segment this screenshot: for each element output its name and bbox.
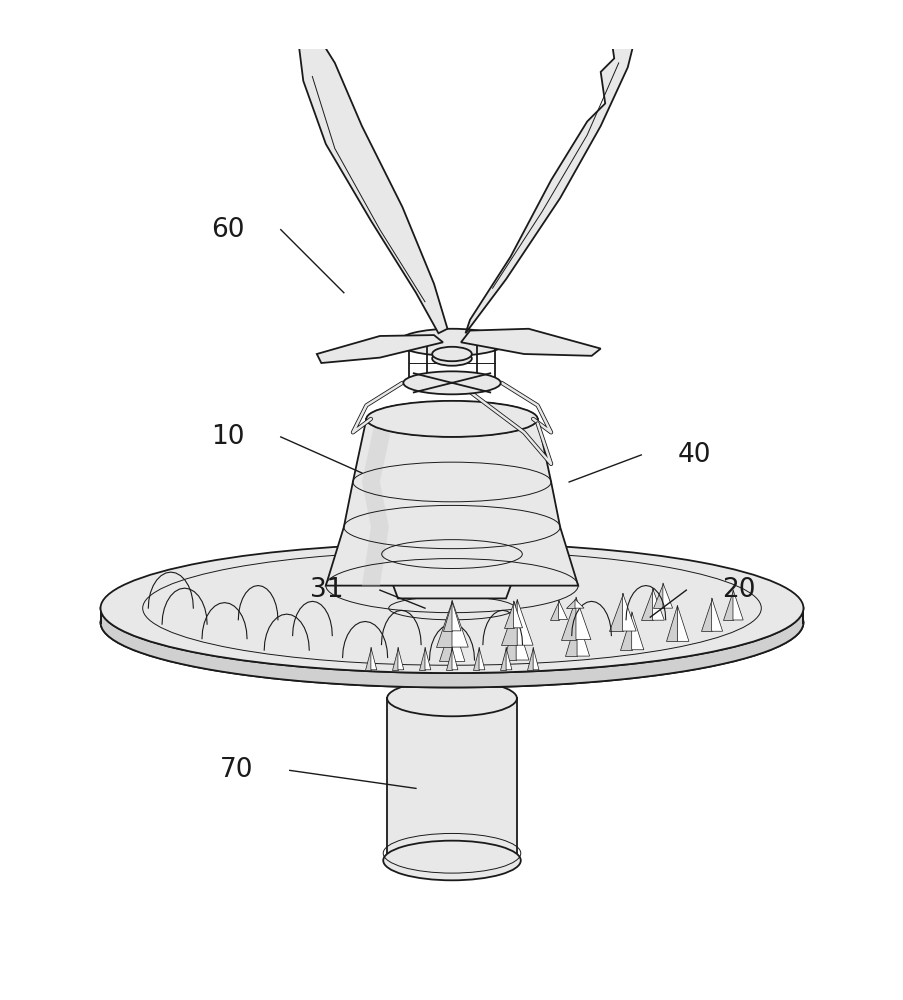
- Polygon shape: [576, 616, 589, 656]
- Polygon shape: [472, 647, 479, 670]
- Polygon shape: [100, 608, 803, 687]
- Ellipse shape: [100, 558, 803, 687]
- Polygon shape: [662, 583, 672, 608]
- Ellipse shape: [383, 841, 520, 880]
- Polygon shape: [439, 620, 452, 661]
- Ellipse shape: [366, 401, 537, 437]
- Text: 70: 70: [220, 757, 254, 783]
- Text: 31: 31: [310, 577, 343, 603]
- Polygon shape: [419, 647, 424, 670]
- Text: 10: 10: [211, 424, 245, 450]
- Polygon shape: [461, 329, 600, 356]
- Polygon shape: [370, 647, 377, 670]
- Polygon shape: [722, 590, 732, 620]
- Polygon shape: [506, 647, 511, 670]
- Ellipse shape: [403, 371, 500, 394]
- Polygon shape: [424, 647, 431, 670]
- Polygon shape: [500, 599, 517, 645]
- Polygon shape: [533, 647, 538, 670]
- Polygon shape: [558, 600, 567, 620]
- Polygon shape: [316, 335, 442, 363]
- Polygon shape: [665, 605, 676, 641]
- Polygon shape: [575, 597, 591, 640]
- Ellipse shape: [432, 351, 471, 366]
- Polygon shape: [631, 612, 643, 650]
- Polygon shape: [452, 601, 461, 631]
- Polygon shape: [325, 419, 578, 586]
- Polygon shape: [452, 600, 468, 647]
- Polygon shape: [574, 599, 583, 608]
- Polygon shape: [499, 647, 506, 670]
- Polygon shape: [640, 588, 652, 620]
- Polygon shape: [442, 601, 452, 631]
- Polygon shape: [619, 612, 631, 650]
- Ellipse shape: [432, 347, 471, 361]
- Polygon shape: [676, 605, 688, 641]
- Polygon shape: [504, 601, 513, 628]
- Polygon shape: [435, 600, 452, 647]
- Polygon shape: [366, 419, 537, 598]
- Ellipse shape: [100, 543, 803, 673]
- Polygon shape: [452, 647, 457, 670]
- Polygon shape: [361, 419, 393, 586]
- Polygon shape: [397, 647, 404, 670]
- Ellipse shape: [388, 596, 515, 620]
- Polygon shape: [479, 647, 484, 670]
- Polygon shape: [516, 619, 528, 660]
- Text: 60: 60: [211, 217, 245, 243]
- Polygon shape: [609, 593, 622, 631]
- Polygon shape: [517, 599, 533, 645]
- Polygon shape: [732, 590, 742, 620]
- Polygon shape: [513, 601, 522, 628]
- Polygon shape: [299, 27, 447, 333]
- Polygon shape: [465, 13, 636, 333]
- Polygon shape: [563, 616, 576, 656]
- Polygon shape: [446, 647, 452, 670]
- Ellipse shape: [386, 680, 517, 716]
- Polygon shape: [711, 598, 721, 631]
- Ellipse shape: [397, 329, 506, 356]
- Polygon shape: [565, 599, 574, 608]
- Polygon shape: [392, 647, 397, 670]
- Text: 40: 40: [676, 442, 710, 468]
- Polygon shape: [652, 588, 664, 620]
- Polygon shape: [386, 698, 517, 860]
- Polygon shape: [549, 600, 558, 620]
- Polygon shape: [526, 647, 533, 670]
- Polygon shape: [503, 619, 516, 660]
- Polygon shape: [452, 620, 464, 661]
- Polygon shape: [365, 647, 370, 670]
- Text: 20: 20: [721, 577, 755, 603]
- Polygon shape: [561, 597, 575, 640]
- Polygon shape: [653, 583, 662, 608]
- Polygon shape: [622, 593, 636, 631]
- Polygon shape: [700, 598, 711, 631]
